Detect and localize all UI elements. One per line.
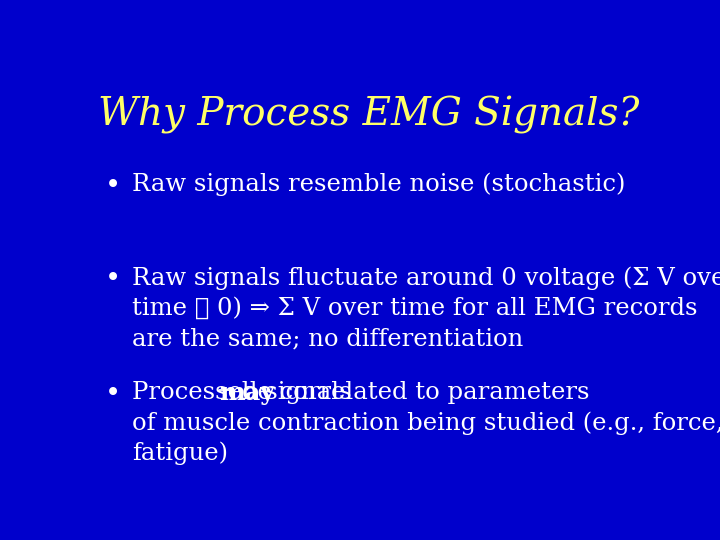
Text: Why Process EMG Signals?: Why Process EMG Signals? (99, 96, 639, 134)
Text: Raw signals resemble noise (stochastic): Raw signals resemble noise (stochastic) (132, 173, 625, 197)
Text: be correlated to parameters: be correlated to parameters (234, 381, 589, 404)
Text: Processed signals: Processed signals (132, 381, 359, 404)
Text: Raw signals fluctuate around 0 voltage (Σ V over: Raw signals fluctuate around 0 voltage (… (132, 266, 720, 290)
Text: may: may (219, 381, 274, 405)
Text: are the same; no differentiation: are the same; no differentiation (132, 327, 523, 350)
Text: •: • (105, 266, 122, 293)
Text: time ≅ 0) ⇒ Σ V over time for all EMG records: time ≅ 0) ⇒ Σ V over time for all EMG re… (132, 297, 698, 320)
Text: •: • (105, 381, 122, 408)
Text: •: • (105, 173, 122, 200)
Text: of muscle contraction being studied (e.g., force,: of muscle contraction being studied (e.g… (132, 411, 720, 435)
Text: fatigue): fatigue) (132, 442, 228, 465)
